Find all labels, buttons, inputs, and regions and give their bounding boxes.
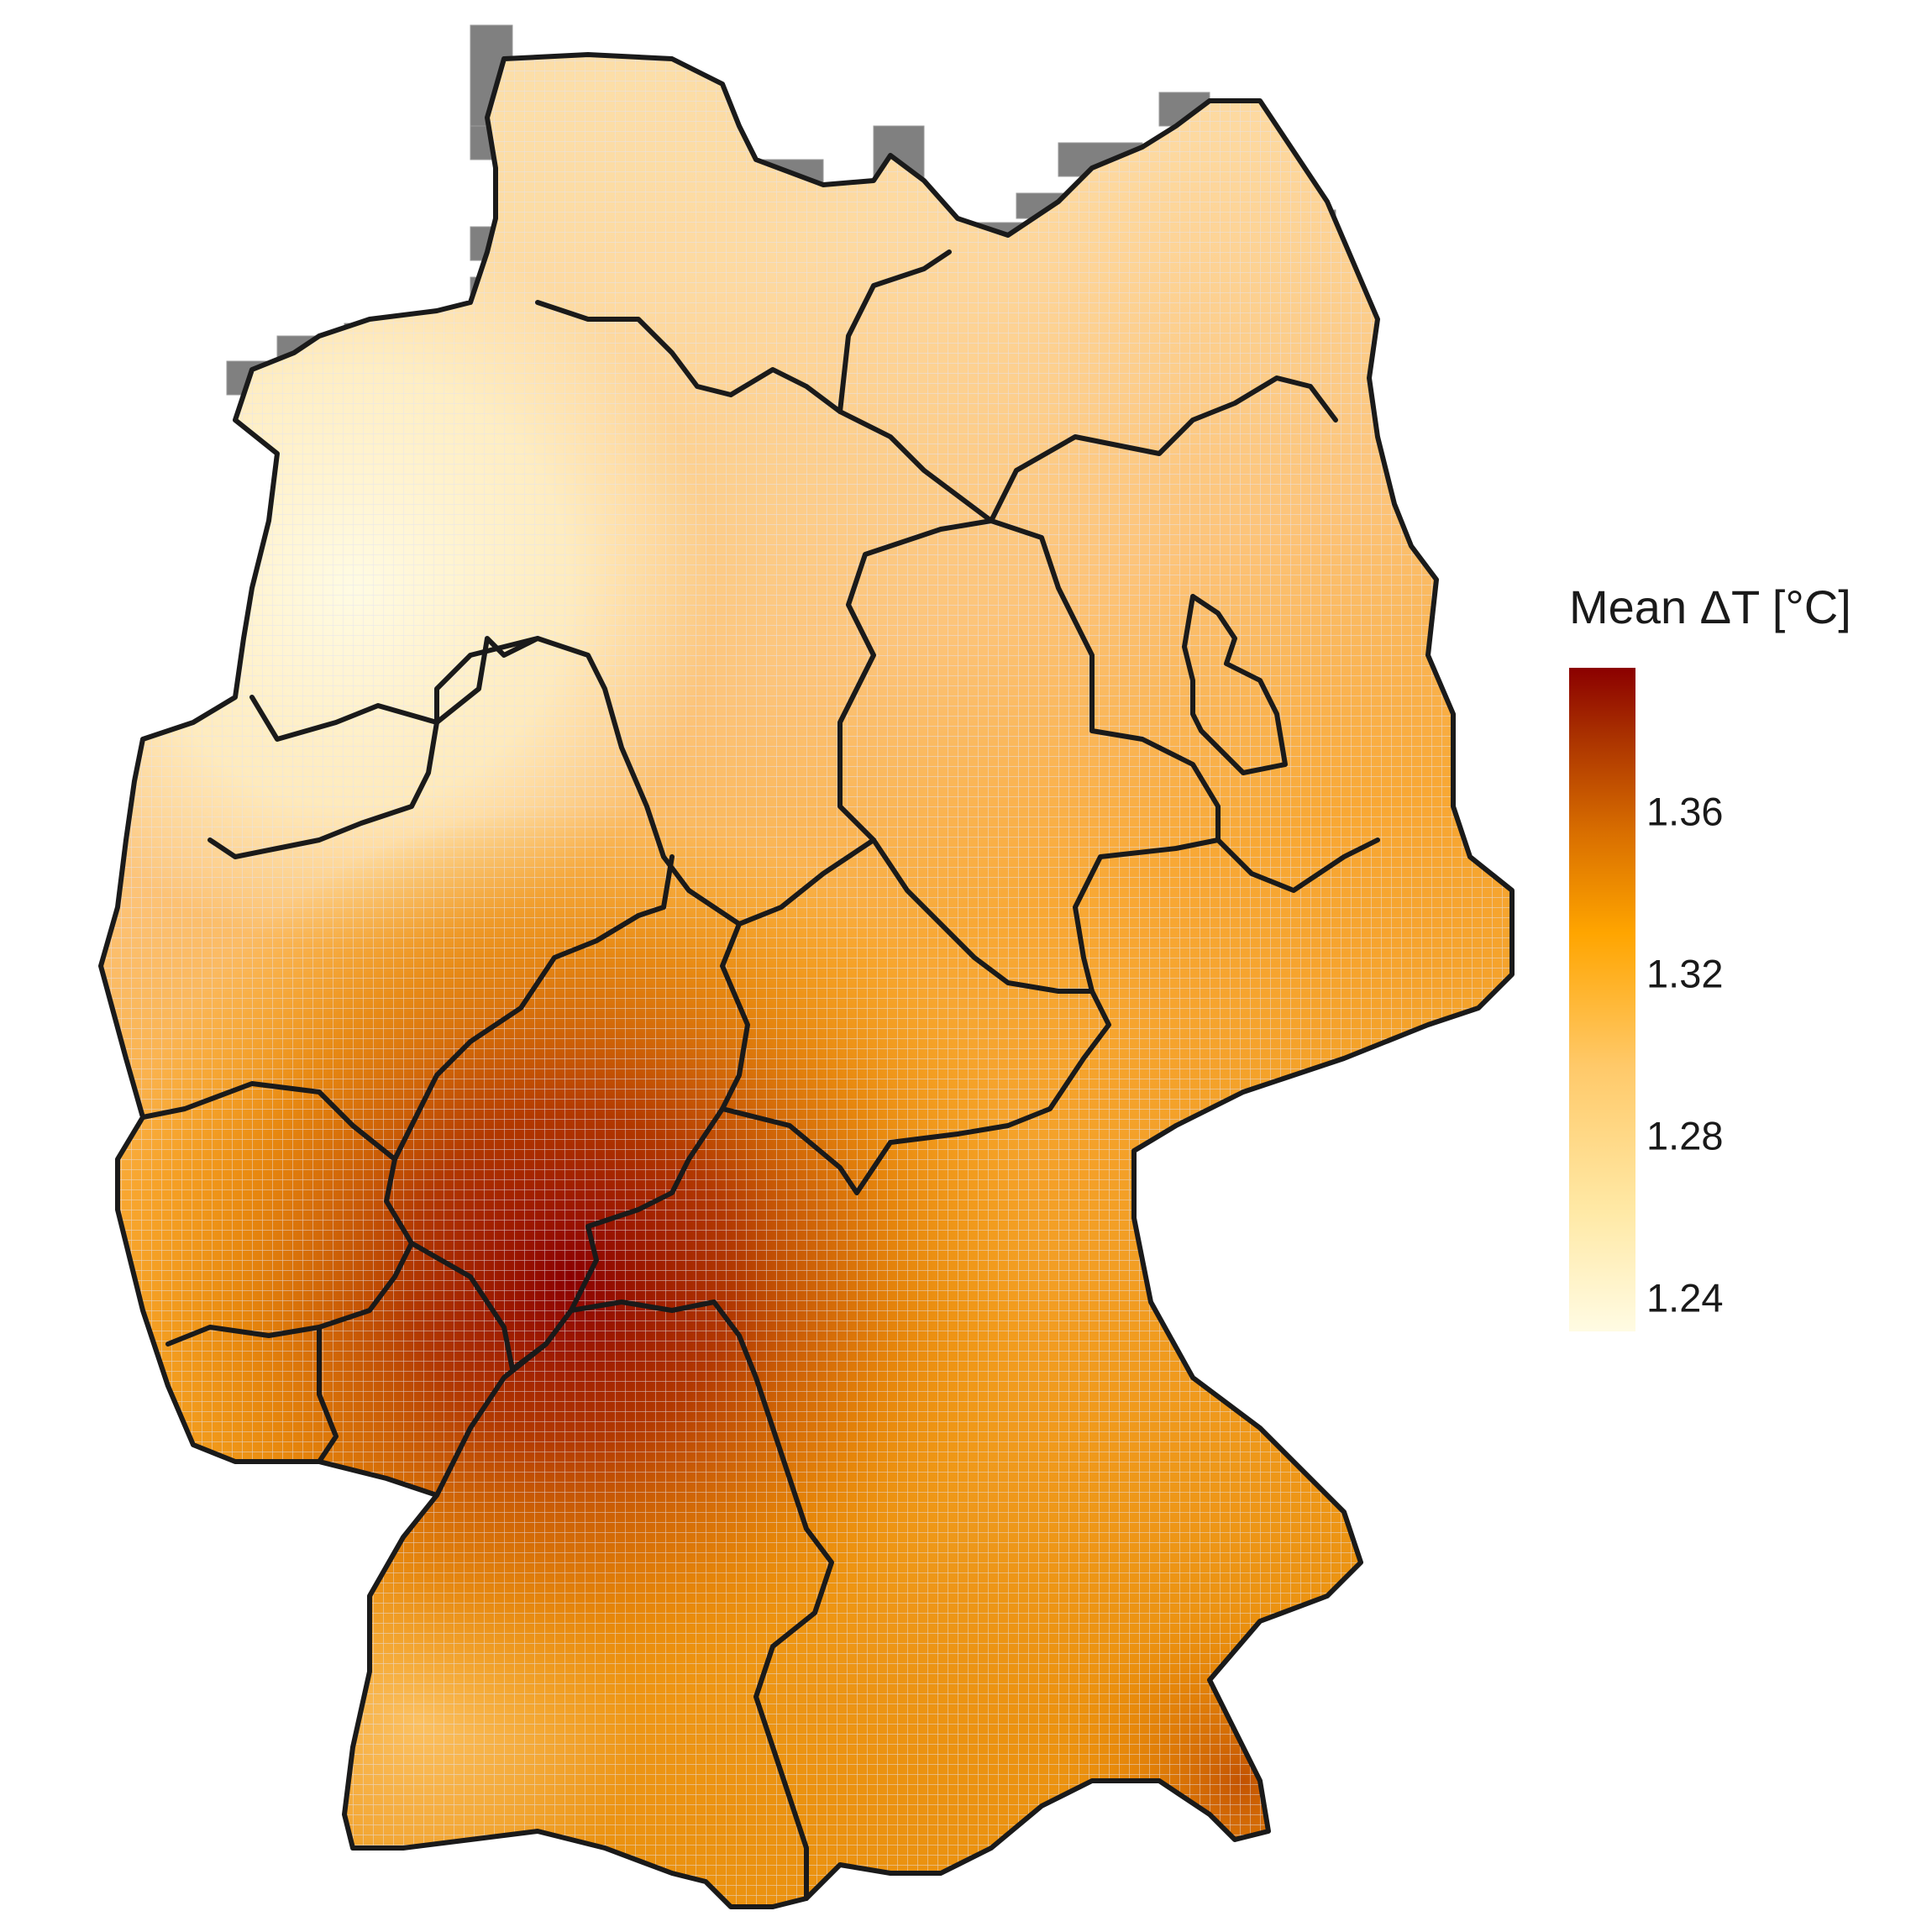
legend-tick [1635,1134,1647,1137]
legend-title: Mean ΔT [°C] [1569,580,1851,633]
legend-tick [1635,810,1647,812]
legend-tick-label: 1.32 [1646,951,1724,996]
legend-tick-label: 1.28 [1646,1113,1724,1158]
legend-tick [1635,972,1647,974]
legend-colorbar [1569,668,1635,1331]
temperature-field [101,55,1512,1907]
germany-map [0,24,1546,1932]
state-borders [140,249,1380,1901]
legend-tick-label: 1.24 [1646,1275,1724,1320]
legend-tick-label: 1.36 [1646,789,1724,834]
legend-tick [1635,1296,1647,1299]
